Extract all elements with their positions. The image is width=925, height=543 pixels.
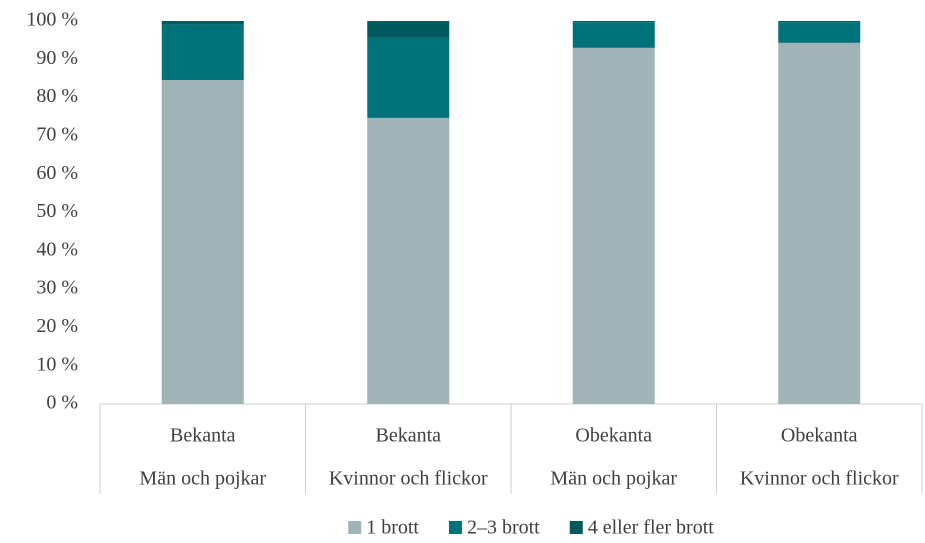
bar-segment bbox=[161, 21, 244, 25]
bar-segment bbox=[572, 21, 655, 23]
y-tick-label: 10 % bbox=[36, 353, 78, 375]
legend-swatch bbox=[348, 521, 362, 534]
y-tick-label: 30 % bbox=[36, 277, 78, 299]
x-tick-label: Kvinnor och flickor bbox=[329, 468, 488, 490]
bar-segment bbox=[778, 21, 861, 23]
legend-label: 4 eller fler brott bbox=[588, 517, 714, 539]
bar-segment bbox=[778, 42, 861, 405]
bar-segment bbox=[367, 21, 450, 38]
bar-segment bbox=[161, 24, 244, 80]
legend-swatch bbox=[569, 521, 583, 534]
x-tick-label: Obekanta bbox=[781, 425, 858, 447]
y-tick-label: 0 % bbox=[46, 392, 78, 414]
bar-segment bbox=[161, 79, 244, 405]
y-tick-label: 60 % bbox=[36, 162, 78, 184]
legend-label: 2–3 brott bbox=[467, 517, 540, 539]
x-tick-label: Bekanta bbox=[375, 425, 441, 447]
y-tick-label: 20 % bbox=[36, 315, 78, 337]
bar-segment bbox=[367, 37, 450, 118]
legend-swatch bbox=[448, 521, 462, 534]
x-tick-label: Kvinnor och flickor bbox=[740, 468, 899, 490]
bar-segment bbox=[572, 22, 655, 48]
y-tick-label: 40 % bbox=[36, 238, 78, 260]
y-tick-label: 70 % bbox=[36, 123, 78, 145]
bar-segment bbox=[572, 47, 655, 405]
bar-segment bbox=[367, 117, 450, 405]
y-tick-label: 90 % bbox=[36, 47, 78, 69]
x-tick-label: Män och pojkar bbox=[550, 468, 677, 490]
y-tick-label: 50 % bbox=[36, 200, 78, 222]
x-tick-label: Män och pojkar bbox=[139, 468, 266, 490]
legend-label: 1 brott bbox=[366, 517, 419, 539]
x-tick-label: Bekanta bbox=[170, 425, 236, 447]
y-tick-label: 80 % bbox=[36, 85, 78, 107]
bar-segment bbox=[778, 22, 861, 43]
y-tick-label: 100 % bbox=[26, 9, 78, 31]
x-tick-label: Obekanta bbox=[575, 425, 652, 447]
